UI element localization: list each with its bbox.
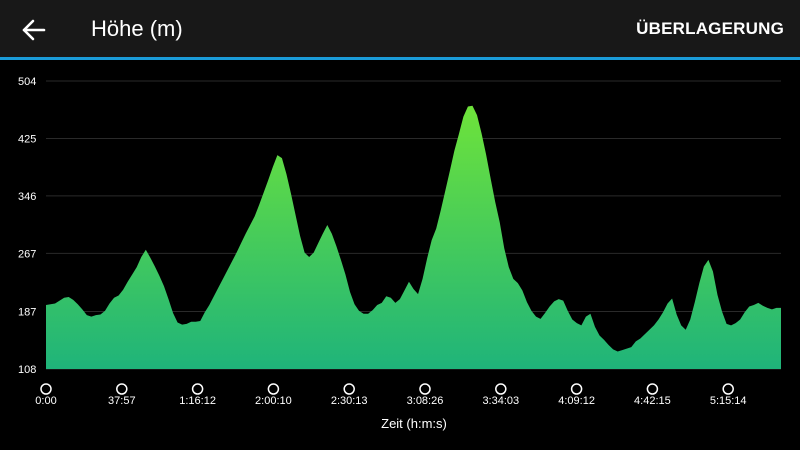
elevation-chart[interactable]: 504 425 346 267 187 108 0:00 37:57 1:16:12 2:00:… xyxy=(0,63,800,450)
x-tick-marker xyxy=(191,383,204,395)
app-bar: Höhe (m) ÜBERLAGERUNG xyxy=(0,0,800,60)
y-tick-label: 346 xyxy=(18,191,36,203)
x-tick-marker xyxy=(343,383,355,395)
page-title: Höhe (m) xyxy=(91,16,183,41)
x-tick-label: 5:15:14 xyxy=(710,395,747,407)
x-axis-ticks: 0:00 37:57 1:16:12 2:00:10 2:30:13 3:08:26 3:3… xyxy=(35,383,747,407)
x-tick-marker xyxy=(267,383,280,395)
x-tick-marker xyxy=(722,383,734,395)
overlay-button[interactable]: ÜBERLAGERUNG xyxy=(636,19,784,38)
y-axis-ticks: 504 425 346 267 187 108 xyxy=(18,76,36,376)
x-tick-label: 3:34:03 xyxy=(482,395,519,407)
y-tick-label: 504 xyxy=(18,76,36,88)
x-tick-marker xyxy=(116,383,128,395)
x-tick-label: 2:00:10 xyxy=(255,395,292,407)
x-tick-marker xyxy=(495,383,507,395)
y-tick-label: 425 xyxy=(18,133,36,145)
y-tick-label: 108 xyxy=(18,364,36,376)
back-button[interactable] xyxy=(14,12,54,48)
x-tick-marker xyxy=(40,383,52,395)
y-tick-label: 187 xyxy=(18,307,36,319)
y-tick-label: 267 xyxy=(18,248,36,260)
x-tick-label: 2:30:13 xyxy=(331,395,368,407)
x-tick-marker xyxy=(646,383,659,395)
x-tick-label: 3:08:26 xyxy=(407,395,444,407)
x-tick-marker xyxy=(419,383,431,395)
x-axis-label: Zeit (h:m:s) xyxy=(381,416,447,431)
elevation-area xyxy=(46,105,781,370)
x-tick-label: 4:09:12 xyxy=(558,395,595,407)
x-tick-label: 37:57 xyxy=(108,395,136,407)
x-tick-label: 1:16:12 xyxy=(179,395,216,407)
x-tick-label: 0:00 xyxy=(35,395,56,407)
x-tick-marker xyxy=(570,383,583,395)
arrow-left-icon xyxy=(22,19,46,41)
x-tick-label: 4:42:15 xyxy=(634,395,671,407)
